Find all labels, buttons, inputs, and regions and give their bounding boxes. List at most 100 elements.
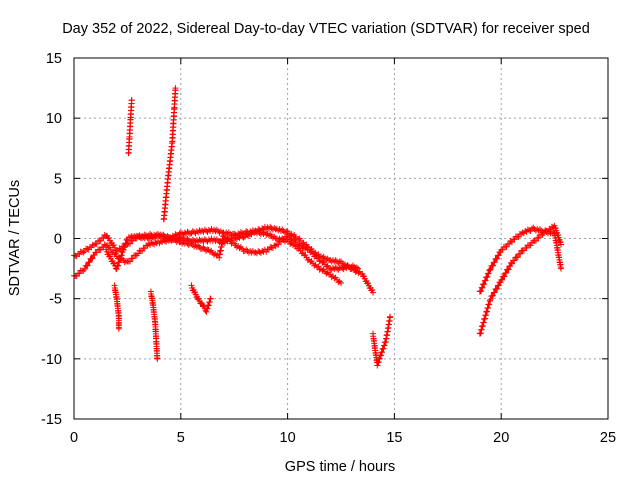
data-point <box>323 270 330 277</box>
data-point <box>491 259 498 266</box>
data-point <box>313 255 320 262</box>
data-point <box>489 262 496 269</box>
data-point <box>112 251 119 258</box>
data-point <box>80 249 87 256</box>
data-point <box>93 240 100 247</box>
data-point <box>165 233 172 240</box>
data-point <box>196 236 203 243</box>
data-point <box>187 230 194 237</box>
data-point <box>203 247 210 254</box>
data-point <box>295 242 302 249</box>
data-point <box>193 237 200 244</box>
data-point <box>263 231 270 238</box>
data-point <box>271 224 278 231</box>
data-point <box>115 325 122 332</box>
series-spike-3.8 <box>147 288 161 362</box>
data-point <box>225 229 232 236</box>
data-point <box>135 250 142 257</box>
data-point <box>505 266 512 273</box>
data-point <box>332 257 339 264</box>
data-point <box>508 239 515 246</box>
data-point <box>106 244 113 251</box>
data-point <box>141 245 148 252</box>
data-point <box>240 234 247 241</box>
data-point <box>479 284 486 291</box>
data-point <box>144 233 151 240</box>
y-tick-label: -15 <box>41 412 62 428</box>
data-point <box>558 265 565 272</box>
data-point <box>243 231 250 238</box>
data-point <box>259 247 266 254</box>
x-tick-label: 20 <box>493 430 509 446</box>
data-point <box>107 253 114 260</box>
data-point <box>281 236 288 243</box>
data-point <box>154 355 161 362</box>
data-point <box>508 260 515 267</box>
data-point <box>511 236 518 243</box>
data-point <box>511 257 518 264</box>
data-point <box>482 277 489 284</box>
data-point <box>265 232 272 239</box>
data-point <box>517 250 524 257</box>
y-tick-label: -10 <box>41 352 62 368</box>
data-point <box>89 255 96 262</box>
data-point <box>355 265 362 272</box>
data-point <box>172 85 179 92</box>
data-point <box>243 246 250 253</box>
data-point <box>103 246 110 253</box>
data-point <box>129 255 136 262</box>
data-point <box>486 266 493 273</box>
data-point <box>272 242 279 249</box>
data-point <box>369 287 376 294</box>
series-dip-5.5 <box>188 282 214 315</box>
data-point <box>520 247 527 254</box>
data-point <box>277 238 284 245</box>
data-point <box>329 264 336 271</box>
data-point <box>478 288 485 295</box>
x-tick-label: 25 <box>600 430 616 446</box>
data-point <box>110 242 117 249</box>
data-point <box>147 230 154 237</box>
y-tick-label: 15 <box>46 51 62 67</box>
data-point <box>111 260 118 267</box>
y-tick-label: 5 <box>54 171 62 187</box>
data-point <box>485 270 492 277</box>
grid <box>74 58 608 419</box>
x-tick-label: 10 <box>280 430 296 446</box>
axis-ticks: 0 5 10 15 20 25 -15 -10 -5 0 5 10 15 <box>41 51 616 446</box>
data-points <box>71 85 565 369</box>
data-point <box>139 247 146 254</box>
x-tick-label: 15 <box>386 430 402 446</box>
y-tick-label: -5 <box>49 292 62 308</box>
data-point <box>255 228 262 235</box>
data-point <box>207 295 214 302</box>
data-point <box>535 234 542 241</box>
data-point <box>487 296 494 303</box>
data-point <box>503 269 510 276</box>
data-point <box>524 226 531 233</box>
data-point <box>527 242 534 249</box>
series-track-f <box>476 224 565 295</box>
data-point <box>121 259 128 266</box>
data-point <box>315 254 322 261</box>
data-point <box>153 231 160 238</box>
data-point <box>205 236 212 243</box>
data-point <box>484 273 491 280</box>
series-spike-4.2 <box>160 85 179 223</box>
y-tick-label: 10 <box>46 111 62 127</box>
data-point <box>269 234 276 241</box>
data-point <box>499 276 506 283</box>
data-point <box>236 245 243 252</box>
data-point <box>361 273 368 280</box>
data-point <box>514 254 521 261</box>
x-axis-label: GPS time / hours <box>285 459 395 475</box>
series-spike-2.6 <box>125 97 135 157</box>
data-point <box>481 280 488 287</box>
data-point <box>495 282 502 289</box>
data-point <box>494 255 501 262</box>
data-point <box>365 280 372 287</box>
data-point <box>501 273 508 280</box>
data-point <box>494 285 501 292</box>
data-point <box>536 226 543 233</box>
